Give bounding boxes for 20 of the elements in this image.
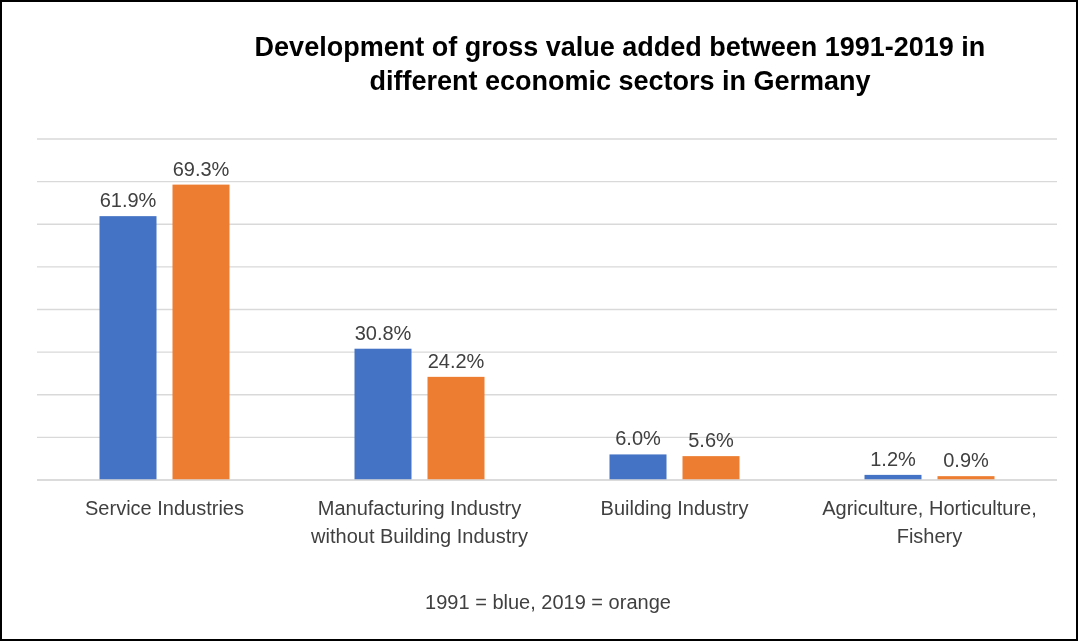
x-tick-label: Agriculture, Horticulture, Fishery — [822, 497, 1037, 547]
x-tick-label: Service Industries — [85, 497, 244, 519]
data-label: 30.8% — [354, 321, 412, 344]
data-label: 5.6% — [688, 429, 735, 452]
data-label: 61.9% — [99, 189, 157, 212]
data-label: 0.9% — [943, 449, 990, 472]
data-label: 1.2% — [870, 447, 917, 470]
data-label: 24.2% — [427, 349, 485, 372]
text: 1991 = blue, 2019 = orange — [425, 591, 671, 613]
bar — [99, 216, 157, 480]
chart-title: Development of gross value added between 1991-2019 in different economic sectors in Germany — [254, 32, 986, 96]
bar — [609, 454, 667, 480]
bar — [354, 348, 412, 480]
bar — [682, 456, 740, 480]
x-tick-label: Manufacturing Industry without Building Industry — [310, 497, 528, 547]
bar — [172, 184, 230, 480]
x-tick-label: Building Industry — [600, 497, 749, 519]
bar — [427, 376, 485, 480]
data-label: 6.0% — [615, 427, 662, 450]
data-label: 69.3% — [172, 157, 230, 180]
